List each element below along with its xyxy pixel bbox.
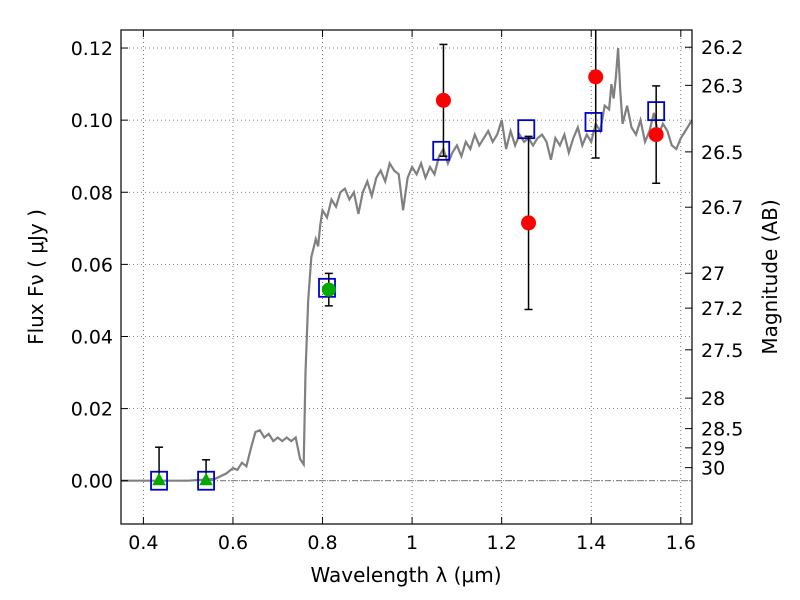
y-tick-label: 0.12 [71, 38, 113, 60]
x-tick-label: 0.6 [218, 532, 248, 554]
model-square [584, 112, 603, 132]
model-square [517, 119, 536, 140]
upper-limit-triangle [199, 472, 213, 486]
y-tick-label: 0.04 [71, 326, 113, 348]
measured-point [588, 69, 604, 85]
right-tick-label: 30 [701, 458, 725, 480]
right-tick-label: 27.5 [701, 340, 743, 362]
x-tick-label: 0.8 [307, 532, 337, 554]
y-tick-label: 0.02 [71, 399, 113, 421]
upper-limit-triangle [152, 472, 166, 486]
right-tick-label: 26.2 [701, 37, 743, 59]
right-tick-label: 28 [701, 388, 725, 410]
plot-frame [120, 29, 693, 525]
data-markers [150, 30, 666, 491]
y-tick-label: 0.08 [71, 182, 113, 204]
right-tick-label: 27 [701, 263, 725, 285]
y-axis-ticks: 0.00 0.02 0.04 0.06 0.08 0.10 0.12 [71, 38, 128, 493]
x-axis-ticks: 0.4 0.6 0.8 1 1.2 1.4 1.6 [128, 30, 696, 554]
x-tick-label: 1.4 [576, 532, 606, 554]
measured-point [521, 215, 537, 231]
right-tick-label: 26.7 [701, 197, 743, 219]
y-tick-label: 0.10 [71, 110, 113, 132]
measured-point [435, 92, 451, 108]
y-tick-label: 0.00 [71, 471, 113, 493]
measured-point [648, 127, 664, 143]
right-axis-title: Magnitude (AB) [758, 199, 782, 354]
model-square [432, 140, 451, 161]
right-tick-label: 26.5 [701, 142, 743, 164]
plot-area [121, 30, 692, 491]
y-tick-label: 0.06 [71, 254, 113, 276]
right-tick-label: 26.3 [701, 75, 743, 97]
x-tick-label: 1 [406, 532, 418, 554]
x-tick-label: 1.2 [487, 532, 517, 554]
detection-point [321, 282, 336, 297]
y-axis-title: Flux Fν ( μJy ) [24, 209, 48, 345]
x-tick-label: 0.4 [128, 532, 158, 554]
template-spectrum-line [121, 47, 692, 482]
right-tick-label: 27.2 [701, 298, 743, 320]
x-tick-label: 1.6 [666, 532, 696, 554]
x-axis-title: Wavelength λ (μm) [310, 563, 501, 587]
right-tick-label: 28.5 [701, 419, 743, 441]
right-tick-label: 29 [701, 438, 725, 460]
